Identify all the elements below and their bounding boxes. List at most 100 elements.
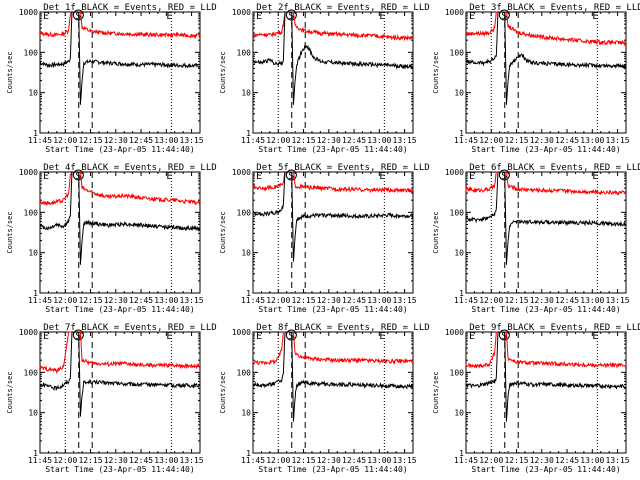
x-tick-label: 12:00: [479, 136, 503, 145]
x-tick-label: 12:15: [291, 456, 315, 465]
series-lld-line: [252, 11, 414, 42]
x-tick-label: 12:30: [317, 296, 341, 305]
x-tick-label: 13:15: [606, 296, 630, 305]
y-tick-label: 1000: [232, 328, 251, 337]
series-events-line: [252, 11, 414, 105]
series-events-line: [39, 11, 201, 105]
sun-marker-circle: [72, 329, 84, 341]
panel-title: Det 8f BLACK = Events, RED = LLD: [256, 323, 429, 333]
panel-3: Det 3f BLACK = Events, RED = LLD 1 10 100 10…: [432, 3, 640, 154]
x-tick-label: 11:45: [28, 136, 52, 145]
marker-label: E: [166, 171, 172, 182]
panel-9: Det 9f BLACK = Events, RED = LLD 1 10 100 10…: [432, 323, 640, 474]
x-tick-label: 13:00: [367, 136, 391, 145]
series-events-line: [252, 331, 414, 422]
x-tick-label: 12:45: [129, 136, 153, 145]
y-tick-label: 1: [246, 129, 251, 138]
x-tick-label: 12:30: [317, 136, 341, 145]
marker-label: E: [379, 11, 385, 22]
x-tick-label: 13:15: [606, 136, 630, 145]
y-axis-label: Counts/sec: [219, 51, 227, 93]
x-tick-label: 12:00: [479, 296, 503, 305]
x-tick-label: 11:45: [454, 456, 478, 465]
marker-label: E: [256, 11, 262, 22]
x-axis-label: Start Time (23-Apr-05 11:44:40): [258, 465, 407, 474]
marker-label: E: [592, 11, 598, 22]
panel-8: Det 8f BLACK = Events, RED = LLD 1 10 100 10…: [219, 323, 430, 474]
y-tick-label: 1: [459, 129, 464, 138]
series-lld-line: [465, 171, 627, 196]
y-tick-label: 100: [237, 208, 252, 217]
x-tick-label: 11:45: [241, 296, 265, 305]
x-tick-label: 12:30: [104, 456, 128, 465]
y-tick-label: 100: [237, 368, 252, 377]
x-tick-label: 13:15: [180, 456, 204, 465]
series-lld-line: [252, 331, 414, 366]
panel-5: Det 5f BLACK = Events, RED = LLD 1 10 100 10…: [219, 163, 430, 314]
x-tick-label: 12:30: [317, 456, 341, 465]
y-tick-label: 1000: [445, 168, 464, 177]
y-tick-label: 100: [450, 48, 465, 57]
y-tick-label: 1: [33, 129, 38, 138]
x-axis-label: Start Time (23-Apr-05 11:44:40): [45, 145, 194, 154]
x-tick-label: 12:15: [504, 456, 528, 465]
x-tick-label: 12:15: [78, 296, 102, 305]
y-tick-label: 100: [237, 48, 252, 57]
marker-label: E: [256, 171, 262, 182]
marker-label: E: [592, 331, 598, 342]
x-tick-label: 12:15: [291, 136, 315, 145]
y-tick-label: 100: [24, 368, 39, 377]
y-tick-label: 1: [459, 289, 464, 298]
y-axis-label: Counts/sec: [219, 371, 227, 413]
series-lld-line: [39, 331, 201, 375]
x-tick-label: 12:45: [342, 456, 366, 465]
y-tick-label: 10: [28, 249, 38, 258]
x-tick-label: 12:45: [342, 136, 366, 145]
x-tick-label: 11:45: [454, 136, 478, 145]
x-axis-label: Start Time (23-Apr-05 11:44:40): [471, 465, 620, 474]
y-tick-label: 1: [33, 289, 38, 298]
y-tick-label: 100: [450, 208, 465, 217]
y-tick-label: 10: [241, 89, 251, 98]
panel-title: Det 4f BLACK = Events, RED = LLD: [43, 163, 216, 173]
series-events-line: [465, 171, 627, 265]
marker-label: E: [469, 171, 475, 182]
y-tick-label: 10: [28, 89, 38, 98]
plot-frame: [252, 331, 414, 454]
x-tick-label: 12:00: [53, 296, 77, 305]
x-axis-label: Start Time (23-Apr-05 11:44:40): [258, 145, 407, 154]
series-lld-line: [465, 11, 627, 47]
x-tick-label: 13:15: [393, 136, 417, 145]
series-lld-line: [252, 171, 414, 194]
y-tick-label: 10: [454, 249, 464, 258]
plot-frame: [39, 171, 201, 294]
plot-frame: [252, 171, 414, 294]
x-tick-label: 13:15: [393, 456, 417, 465]
y-tick-label: 1: [459, 449, 464, 458]
panel-title: Det 7f BLACK = Events, RED = LLD: [43, 323, 216, 333]
series-events-line: [39, 171, 201, 265]
x-tick-label: 13:15: [180, 296, 204, 305]
x-tick-label: 12:00: [266, 136, 290, 145]
y-tick-label: 10: [454, 89, 464, 98]
marker-label: E: [469, 11, 475, 22]
x-axis-label: Start Time (23-Apr-05 11:44:40): [45, 305, 194, 314]
x-tick-label: 13:15: [180, 136, 204, 145]
x-tick-label: 12:00: [266, 296, 290, 305]
x-tick-label: 12:00: [53, 456, 77, 465]
x-tick-label: 13:00: [580, 136, 604, 145]
y-tick-label: 10: [241, 409, 251, 418]
y-tick-label: 10: [28, 409, 38, 418]
x-tick-label: 12:45: [129, 296, 153, 305]
y-tick-label: 10: [241, 249, 251, 258]
x-tick-label: 13:00: [154, 456, 178, 465]
plot-frame: [39, 11, 201, 134]
x-tick-label: 12:30: [530, 136, 554, 145]
x-tick-label: 12:45: [342, 296, 366, 305]
panel-1: Det 1f BLACK = Events, RED = LLD 1 10 100 10…: [6, 3, 217, 154]
series-events-line: [39, 331, 201, 417]
y-tick-label: 1: [246, 289, 251, 298]
x-axis-label: Start Time (23-Apr-05 11:44:40): [258, 305, 407, 314]
panel-title: Det 9f BLACK = Events, RED = LLD: [469, 323, 640, 333]
